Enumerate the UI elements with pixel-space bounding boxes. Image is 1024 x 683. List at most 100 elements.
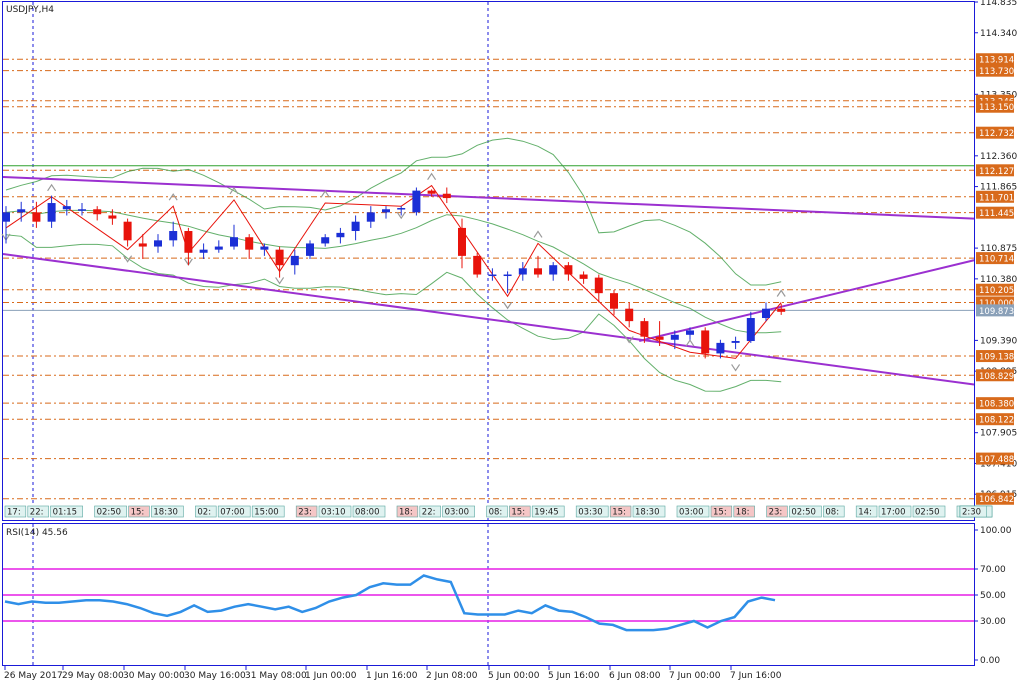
- candle-bearish: [625, 308, 634, 322]
- time-tag-box: [878, 505, 912, 518]
- time-tag-box: [531, 505, 565, 518]
- time-tag-label: 19:45: [534, 508, 559, 518]
- price-level-tag: [976, 452, 1014, 465]
- candle-bullish: [549, 265, 558, 275]
- candle-bullish: [47, 203, 56, 222]
- time-tag-label: 03:30: [578, 508, 603, 518]
- time-tag-label: 18:30: [635, 508, 660, 518]
- time-tag-label: 18:30: [153, 508, 178, 518]
- time-tag-label: 22:: [422, 508, 436, 518]
- fractal-marker: [776, 289, 786, 297]
- time-tag-box: [632, 505, 666, 518]
- time-tag-label: 08:: [825, 508, 839, 518]
- candle-bullish: [762, 308, 770, 319]
- candle-bullish: [290, 255, 299, 266]
- candle-bearish: [138, 243, 147, 247]
- time-tag-box: [823, 505, 845, 518]
- price-level-label: 111.701: [979, 193, 1014, 203]
- candle-bearish: [655, 336, 664, 340]
- price-level-tag: [976, 369, 1014, 382]
- current-price-label: 109.873: [979, 307, 1014, 317]
- price-level-label: 108.380: [979, 400, 1014, 410]
- candle-bearish: [610, 293, 618, 309]
- time-tag-label: 07:00: [220, 508, 245, 518]
- candle-bearish: [594, 277, 603, 294]
- time-tick-label: 31 May 08:00: [245, 671, 307, 681]
- time-tag-box: [676, 505, 710, 518]
- time-tick-label: 2 Jun 08:00: [426, 671, 478, 681]
- candle-bullish: [260, 246, 269, 250]
- price-level-tag: [976, 190, 1014, 203]
- price-level-tag: [976, 164, 1014, 177]
- candle-bullish: [412, 190, 421, 213]
- time-tag-box: [217, 505, 251, 518]
- price-level-tag: [976, 64, 1014, 77]
- price-tick-label: 111.865: [980, 183, 1017, 193]
- time-tag-label: 15:: [511, 508, 525, 518]
- price-tick-label: 107.905: [980, 429, 1017, 439]
- candle-bearish: [442, 193, 451, 199]
- price-level-tag: [976, 492, 1014, 505]
- fractal-marker: [229, 186, 239, 195]
- price-level-label: 113.730: [979, 67, 1014, 77]
- time-tag-label: 02:50: [791, 508, 816, 518]
- price-level-label: 109.138: [979, 353, 1014, 363]
- time-tag-box: [509, 505, 531, 518]
- rsi-tick-label: 0.00: [980, 656, 1000, 666]
- rsi-tick-label: 50.00: [980, 591, 1006, 601]
- fractal-marker: [396, 211, 406, 220]
- fractal-marker: [47, 183, 57, 192]
- time-tag-box: [396, 505, 419, 518]
- fractal-marker: [168, 193, 178, 201]
- candle-bearish: [184, 231, 193, 253]
- main-chart-plot: [1, 2, 975, 665]
- price-level-label: 108.829: [979, 372, 1014, 382]
- time-tag-label: 18:: [736, 508, 750, 518]
- time-tag-box: [4, 505, 27, 518]
- price-axis: 114.835114.340113.350112.360111.865110.8…: [974, 0, 1017, 505]
- time-tag-label: 01:15: [53, 508, 78, 518]
- price-level-label: 110.714: [979, 255, 1014, 265]
- time-tag-box: [318, 505, 352, 518]
- time-tag-label: 08:: [489, 508, 503, 518]
- price-level-tag: [976, 413, 1014, 426]
- price-level-tag: [976, 206, 1014, 219]
- time-tick-label: 5 Jun 00:00: [488, 671, 540, 681]
- price-tick-label: 110.875: [980, 244, 1017, 254]
- time-tags: 17: 22: 01:15 02:50 15: 18:30 02: 07:00 15:00 23:…: [4, 505, 993, 518]
- rsi-line: [4, 574, 776, 632]
- time-tag-box: [710, 505, 733, 518]
- candle-bearish: [93, 209, 102, 215]
- band-middle: [5, 209, 782, 334]
- time-tick-label: 30 May 16:00: [184, 671, 246, 681]
- time-tag-label: 02:50: [915, 508, 940, 518]
- current-price-tag: [976, 304, 1014, 317]
- candle-bullish: [503, 274, 512, 277]
- band-upper: [5, 137, 782, 286]
- time-tick-label: 1 Jun 00:00: [305, 671, 357, 681]
- candle-bearish: [275, 249, 284, 266]
- time-tag-label: 23:: [298, 508, 312, 518]
- candle-bullish: [716, 342, 725, 354]
- time-tag-label: 08:00: [355, 508, 380, 518]
- time-tag-label: 15:: [612, 508, 626, 518]
- candle-bullish: [351, 221, 360, 232]
- time-tag-label: 2:30: [962, 508, 981, 518]
- time-tag-box: [128, 505, 150, 518]
- candle-bearish: [701, 330, 710, 354]
- time-tag-label: 15:: [131, 508, 145, 518]
- candle-bullish: [321, 237, 330, 244]
- time-tag-label: 23:: [769, 508, 783, 518]
- candle-bullish: [670, 334, 679, 340]
- time-tag-label: 02:: [197, 508, 211, 518]
- price-level-label: 107.488: [979, 455, 1014, 465]
- candle-bearish: [245, 237, 254, 250]
- candle-bullish: [154, 240, 162, 247]
- candle-bullish: [306, 243, 314, 256]
- time-axis: 26 May 2017 29 May 08:00 30 May 00:00 30 Ma…: [4, 666, 782, 681]
- channel-lower-line: [2, 253, 975, 386]
- rsi-tick-label: 70.00: [980, 565, 1006, 575]
- time-tag-box: [195, 505, 217, 518]
- candle-bearish: [108, 215, 117, 219]
